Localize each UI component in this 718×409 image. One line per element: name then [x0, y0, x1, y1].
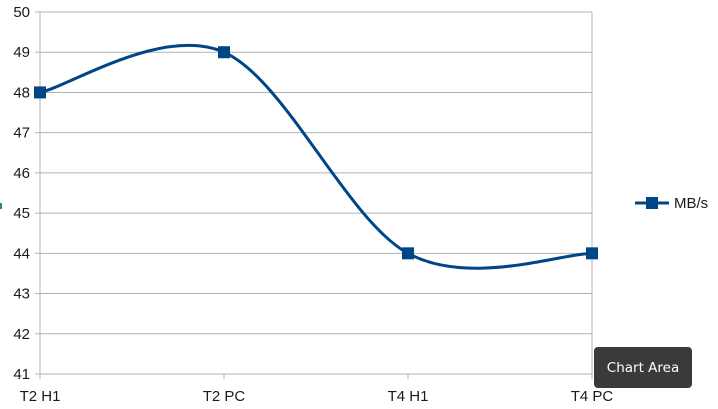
- y-tick-label: 43: [13, 286, 30, 303]
- axes: [35, 11, 593, 379]
- chart-area-tooltip: Chart Area: [594, 347, 692, 388]
- data-point-marker: [402, 247, 414, 260]
- x-tick-label: T2 PC: [203, 388, 246, 405]
- legend-marker: [646, 197, 658, 209]
- selection-handle[interactable]: [0, 203, 2, 209]
- y-tick-label: 45: [13, 205, 30, 222]
- y-tick-labels: 41 42 43 44 45 46 47 48 49 50: [13, 4, 30, 383]
- series-line-mbs: [39, 43, 593, 270]
- x-tick-label: T4 H1: [388, 388, 429, 405]
- y-tick-label: 41: [13, 366, 30, 383]
- y-tick-label: 49: [13, 44, 30, 61]
- x-tick-label: T2 H1: [20, 388, 61, 405]
- data-point-marker: [34, 86, 46, 99]
- legend-label: MB/s: [674, 195, 708, 212]
- y-tick-label: 48: [13, 84, 30, 101]
- y-tick-label: 46: [13, 165, 30, 182]
- x-tick-labels: T2 H1 T2 PC T4 H1 T4 PC: [20, 388, 614, 405]
- y-tick-label: 42: [13, 326, 30, 343]
- gridlines: [40, 11, 592, 375]
- y-tick-label: 50: [13, 4, 30, 21]
- tooltip-label: Chart Area: [606, 359, 680, 376]
- y-tick-label: 44: [13, 245, 30, 262]
- y-tick-label: 47: [13, 125, 30, 142]
- series-group: [34, 43, 598, 270]
- data-point-marker: [218, 46, 230, 59]
- data-point-marker: [586, 247, 598, 260]
- legend[interactable]: MB/s: [635, 195, 708, 212]
- x-tick-label: T4 PC: [571, 388, 614, 405]
